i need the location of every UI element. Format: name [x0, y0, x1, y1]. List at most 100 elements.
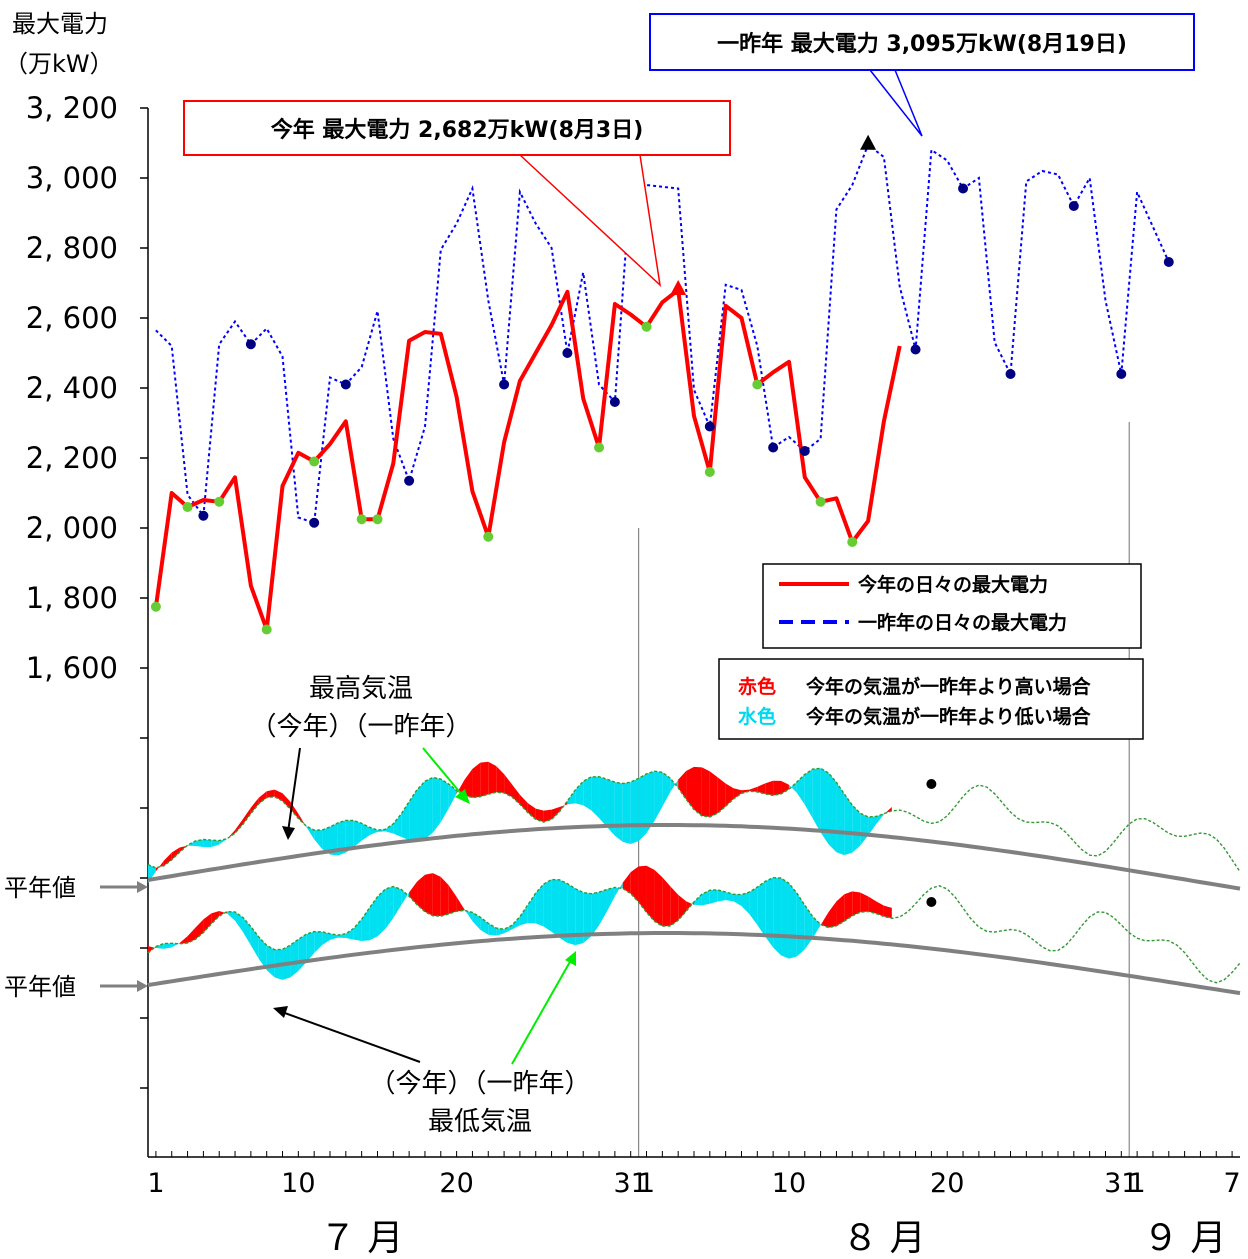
high-temp-fill — [828, 773, 837, 853]
y-tick-label: 3, 000 — [26, 161, 118, 195]
low-temp-fill — [836, 894, 845, 926]
low-temp-normal-line — [147, 931, 1241, 996]
high-temp-fill — [504, 774, 512, 798]
high-temp-fill — [464, 768, 473, 798]
legend-this-year-label: 今年の日々の最大電力 — [857, 573, 1048, 596]
high-temp-fill — [686, 766, 694, 810]
low-temp-fill — [258, 936, 267, 971]
high-temp-fill — [535, 808, 544, 823]
low-temp-fill — [409, 881, 418, 905]
peak-marker-this-year — [670, 280, 687, 295]
marker-two-years-ago — [1068, 201, 1079, 211]
high-temp-fill — [630, 778, 639, 845]
low-temp-fill — [757, 881, 766, 937]
marker-two-years-ago — [958, 183, 969, 194]
low-temp-fill — [796, 893, 805, 957]
legend-cooler-swatch: 水色 — [738, 705, 776, 728]
marker-two-years-ago — [340, 379, 351, 390]
low-temp-fill — [567, 883, 576, 946]
marker-two-years-ago — [1005, 369, 1016, 379]
low-temp-fill — [432, 873, 441, 917]
y-tick-label: 2, 800 — [26, 231, 118, 265]
x-tick-label: 1 — [147, 1168, 164, 1199]
low-temp-fill — [868, 896, 876, 914]
high-temp-fill — [638, 773, 647, 842]
low-temp-fill — [725, 891, 734, 902]
low-temp-fill — [417, 874, 425, 912]
low-temp-fill — [543, 879, 552, 932]
low-temp-fill — [488, 923, 497, 936]
low-temp-fill — [551, 879, 560, 938]
high-temp-fill — [385, 823, 394, 834]
high-temp-fill — [662, 772, 671, 807]
high-temp-fill — [266, 789, 275, 798]
marker-two-years-ago — [768, 442, 779, 453]
high-temp-fill — [163, 852, 172, 866]
marker-this-year — [261, 624, 272, 635]
high-temp-fill — [757, 783, 766, 795]
low-temp-two-years-ago-line — [147, 876, 1241, 984]
high-temp-fill — [773, 780, 782, 796]
marker-two-years-ago — [799, 446, 810, 456]
low-temp-fill — [638, 865, 647, 913]
high-temp-fill — [654, 771, 663, 822]
high-temp-fill — [694, 766, 702, 816]
high-temp-fill — [282, 793, 291, 810]
low-temp-fill — [377, 889, 386, 937]
high-temp-fill — [876, 813, 884, 825]
low-temp-fill — [622, 872, 631, 894]
marker-this-year — [847, 537, 858, 547]
low-temp-fill — [741, 892, 750, 915]
arrow-high-two-years-ago-head — [455, 789, 470, 804]
marker-two-years-ago — [1163, 257, 1174, 267]
high-temp-fill — [725, 783, 734, 807]
x-tick-label: 10 — [772, 1168, 806, 1199]
low-temp-label-line2: 最低気温 — [428, 1107, 532, 1137]
high-temp-fill — [733, 788, 742, 799]
high-temp-fill — [195, 839, 204, 848]
low-temp-fill — [298, 934, 307, 971]
x-tick-label: 31 — [1104, 1168, 1138, 1199]
low-temp-fill — [852, 891, 861, 916]
axes — [140, 107, 1240, 1158]
high-temp-fill — [812, 768, 821, 833]
marker-two-years-ago — [704, 421, 715, 432]
series-line-this-year — [153, 288, 902, 632]
low-temp-fill — [361, 907, 370, 941]
low-temp-fill — [266, 945, 275, 978]
marker-this-year — [641, 321, 652, 332]
high-temp-fill — [836, 782, 845, 856]
legend-cooler-label: 今年の気温が一昨年より低い場合 — [805, 705, 1092, 728]
low-temp-fill — [527, 893, 536, 924]
high-temp-fill — [527, 803, 536, 820]
high-temp-fill — [488, 761, 497, 795]
y-tick-label: 2, 600 — [26, 301, 118, 335]
low-temp-fill — [781, 877, 789, 959]
low-temp-fill — [559, 879, 568, 943]
high-temp-fill — [440, 779, 449, 823]
low-temp-fill — [630, 866, 639, 903]
low-temp-fill — [773, 877, 782, 956]
arrow-low-two-years-ago-head — [565, 951, 576, 966]
low-temp-fill — [828, 901, 837, 928]
high-temp-fill — [393, 813, 402, 837]
high-temp-fill — [701, 767, 710, 818]
low-temp-fill — [163, 943, 172, 949]
high-temp-fill — [496, 766, 505, 793]
low-temp-fill — [314, 931, 323, 953]
low-temp-fill — [496, 928, 505, 936]
marker-two-years-ago — [499, 379, 510, 390]
marker-this-year — [704, 467, 715, 477]
high-temp-label-line1: 最高気温 — [309, 674, 413, 704]
low-temp-fill — [844, 891, 853, 922]
high-temp-fill — [551, 807, 560, 820]
y-tick-label: 3, 200 — [26, 91, 118, 125]
month-label: ７ 月 — [320, 1218, 403, 1259]
legend-colors: 赤色 今年の気温が一昨年より高い場合 水色 今年の気温が一昨年より低い場合 — [718, 658, 1144, 740]
marker-two-years-ago — [245, 339, 256, 350]
normal-low-label: 平年値 — [4, 973, 76, 1001]
low-temp-fill — [345, 928, 354, 940]
month-label: ９ 月 — [1143, 1218, 1226, 1259]
high-temp-fill — [337, 820, 346, 856]
month-label: ８ 月 — [842, 1218, 925, 1259]
